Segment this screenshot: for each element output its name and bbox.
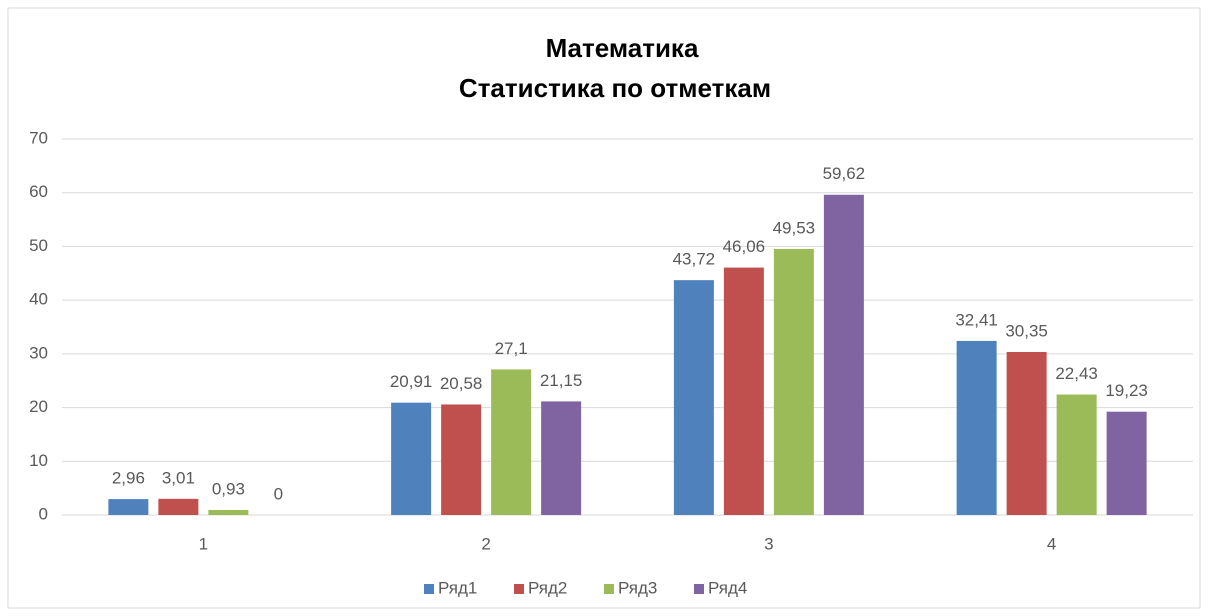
value-label: 30,35 [1005,321,1048,340]
bar [1106,411,1147,515]
legend-swatch [694,584,704,594]
bar [541,401,582,515]
chart-title: Математика [546,33,699,63]
y-tick-label: 10 [29,451,48,470]
legend-swatch [604,584,614,594]
x-tick-label: 4 [1047,534,1056,553]
value-label: 46,06 [723,237,766,256]
bar [1056,394,1097,515]
legend-label: Ряд2 [528,578,567,597]
bar [723,267,764,515]
bar [491,369,532,515]
bar [956,340,997,515]
legend-label: Ряд4 [708,578,747,597]
legend-label: Ряд1 [438,578,477,597]
y-tick-label: 70 [29,128,48,147]
value-label: 21,15 [540,371,583,390]
y-tick-label: 20 [29,397,48,416]
value-label: 49,53 [773,218,816,237]
y-tick-label: 40 [29,290,48,309]
x-tick-label: 2 [481,534,490,553]
value-label: 32,41 [955,310,998,329]
value-label: 43,72 [673,250,716,269]
bar [823,194,864,515]
value-label: 2,96 [112,469,145,488]
value-label: 19,23 [1105,381,1148,400]
bar [441,404,482,515]
x-tick-label: 3 [764,534,773,553]
bar [108,499,149,515]
value-label: 27,1 [495,339,528,358]
value-label: 20,58 [440,374,483,393]
chart-border [7,7,1201,609]
chart-subtitle: Статистика по отметкам [459,73,771,103]
y-tick-label: 60 [29,182,48,201]
value-label: 22,43 [1055,364,1098,383]
bar [158,498,199,515]
legend-swatch [424,584,434,594]
y-tick-label: 30 [29,343,48,362]
legend-label: Ряд3 [618,578,657,597]
y-tick-label: 50 [29,236,48,255]
x-tick-label: 1 [199,534,208,553]
bar [673,280,714,515]
bar [208,510,249,515]
value-label: 20,91 [390,372,433,391]
value-label: 59,62 [823,164,866,183]
y-tick-label: 0 [39,504,48,523]
value-label: 0 [274,484,283,503]
value-label: 3,01 [162,468,195,487]
bar [773,248,814,516]
bar [1006,351,1047,515]
bar [391,402,432,515]
legend-swatch [514,584,524,594]
value-label: 0,93 [212,479,245,498]
